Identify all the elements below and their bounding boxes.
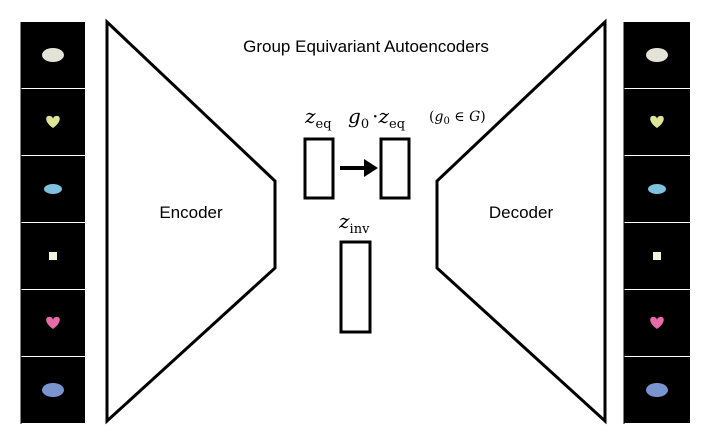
ellipse-small-shape-icon — [648, 184, 666, 194]
z-eq-latent-box — [303, 137, 335, 200]
transformed-z-label: g0 ·zeq — [348, 104, 405, 132]
group-condition-label: (g0 ∈ G) — [429, 109, 486, 127]
z-eq-label: zeq — [304, 104, 332, 132]
heart-shape-icon — [46, 115, 60, 128]
transformed-latent-box — [379, 137, 411, 200]
diagram-title: Group Equivariant Autoencoders — [243, 37, 489, 56]
arrow-head-icon — [364, 159, 378, 177]
encoder-label: Encoder — [159, 203, 223, 222]
heart-shape-icon — [46, 316, 60, 329]
decoder-trapezoid — [435, 18, 607, 425]
encoder-trapezoid — [105, 18, 277, 425]
ellipse-shape-icon — [42, 383, 64, 397]
input-image-strip — [20, 22, 85, 424]
square-shape-icon — [653, 252, 661, 260]
ellipse-shape-icon — [646, 48, 668, 62]
ellipse-shape-icon — [42, 48, 64, 62]
square-shape-icon — [49, 252, 57, 260]
heart-shape-icon — [650, 316, 664, 329]
output-image-strip — [623, 22, 690, 424]
decoder-label: Decoder — [489, 203, 554, 222]
z-inv-latent-box — [339, 240, 372, 334]
heart-shape-icon — [650, 115, 664, 128]
ellipse-small-shape-icon — [44, 184, 62, 194]
z-inv-label: zinv — [338, 209, 370, 237]
ellipse-shape-icon — [646, 383, 668, 397]
